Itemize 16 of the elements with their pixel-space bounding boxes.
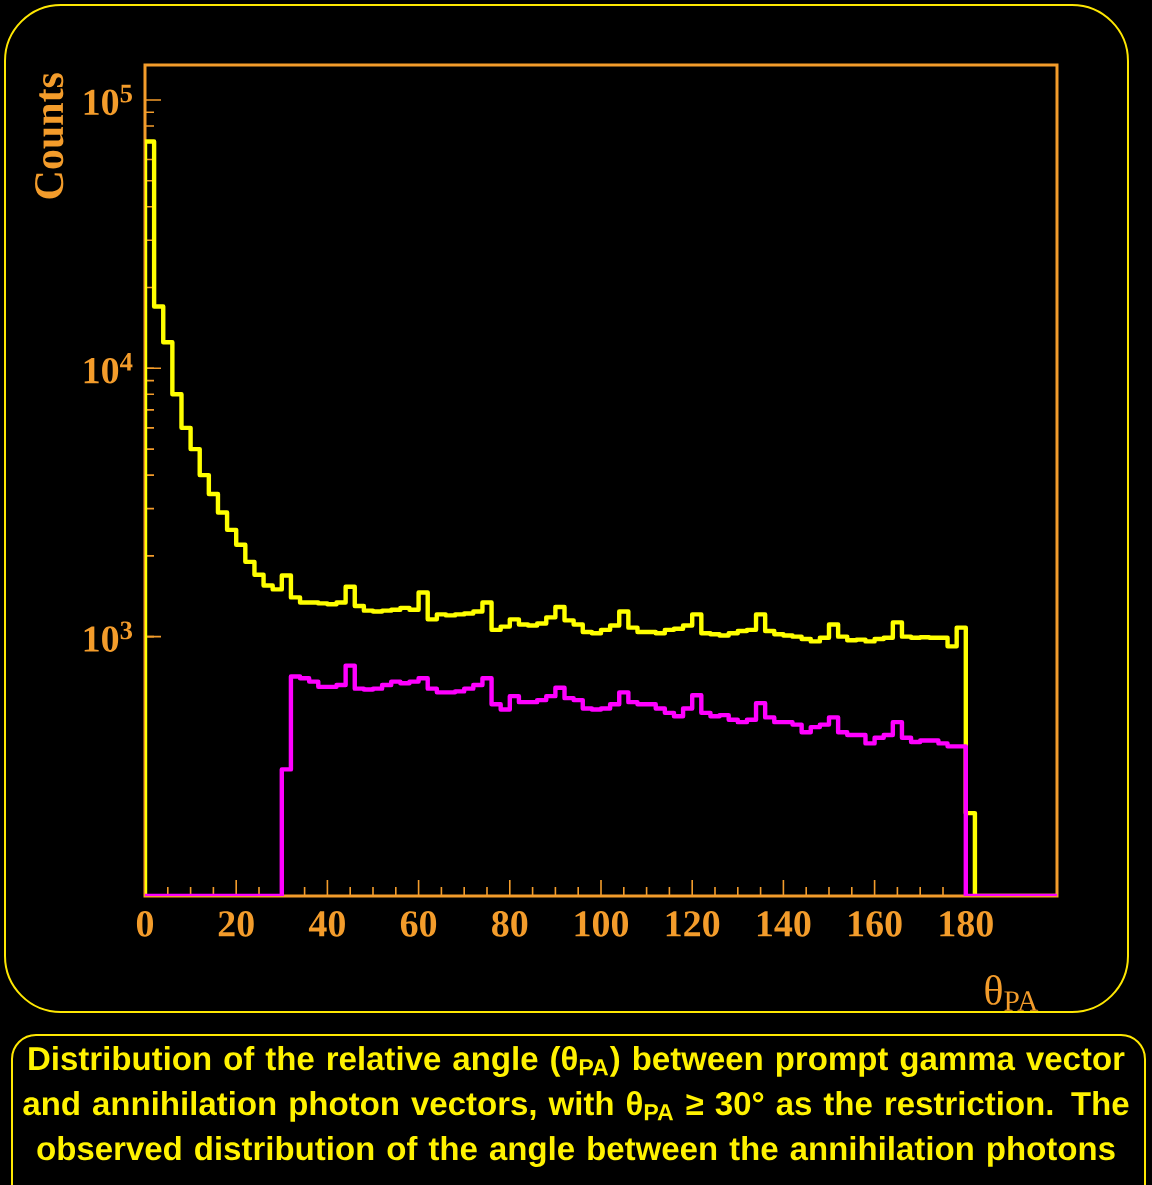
x-tick-label: 0 (136, 911, 154, 937)
x-tick-label: 60 (400, 911, 437, 937)
x-tick-label: 20 (218, 911, 254, 937)
y-axis-title: Counts (35, 73, 64, 199)
y-tick-label: 10$^{5}$ (84, 84, 132, 116)
x-tick-label: 160 (849, 911, 902, 937)
x-tick-label: 180 (940, 911, 993, 937)
x-tick-label: 40 (308, 911, 345, 937)
x-tick-label: 140 (757, 911, 811, 937)
y-tick-label: 10$^{3}$ (84, 621, 133, 652)
x-tick-label: 100 (575, 911, 629, 937)
x-tick-label: 80 (492, 911, 528, 937)
x-tick-label: 120 (666, 911, 720, 937)
y-tick-label: 10$^{4}$ (84, 353, 133, 384)
text: Distribution of the relative angle (θ$_{PA}$) between prompt gamma vector and annihilation photon vectors, with θ$_{PA}$ ≥ 30° as the restriction. The observed distribution of the angle between the annihilation photons (23, 1046, 1129, 1167)
x-axis-title: θ$_{PA}$ (985, 975, 1039, 1011)
